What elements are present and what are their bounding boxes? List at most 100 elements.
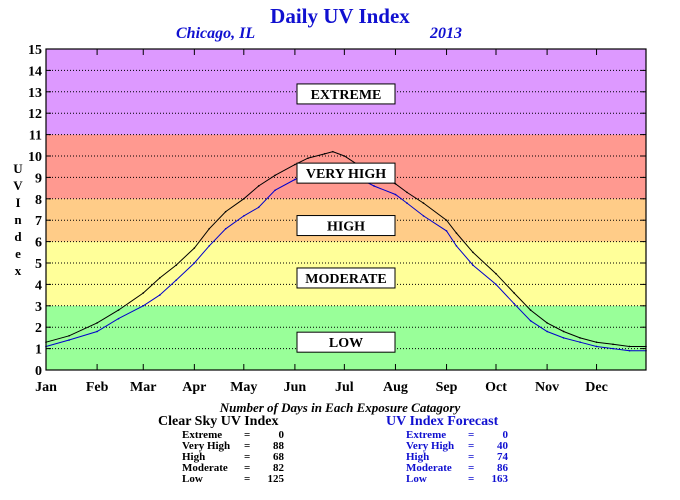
y-tick-label: 2 (35, 321, 42, 336)
clear-sky-row-equals: = (244, 429, 251, 441)
data-point (472, 251, 474, 254)
clear-sky-rows: Extreme = 0 Very High = 88 High = 68 Moderate = 82 L… (182, 430, 284, 485)
data-point (529, 319, 532, 322)
forecast-rows: Extreme = 0 Very High = 40 High = 74 Moderate = 86 L… (406, 430, 508, 485)
band-label-high: HIGH (327, 220, 365, 235)
data-point (373, 185, 375, 187)
clear-sky-row: Moderate = 82 (182, 463, 284, 474)
data-point (243, 198, 245, 200)
summary-caption: Number of Days in Each Exposure Catagory (219, 400, 461, 415)
data-point (343, 155, 346, 157)
forecast-row: Low = 163 (406, 474, 508, 485)
forecast-row-equals: = (468, 462, 475, 474)
forecast-row-equals: = (468, 440, 475, 452)
clear-sky-row-label: Very High (182, 440, 231, 452)
data-point (158, 277, 161, 279)
forecast-title: UV Index Forecast (386, 414, 499, 429)
series-line-clear-sky (45, 151, 646, 347)
data-point (445, 219, 448, 221)
data-point (257, 206, 260, 209)
clear-sky-row-equals: = (244, 473, 251, 485)
clear-sky-row-equals: = (244, 440, 251, 452)
x-tick-label: Nov (535, 380, 559, 395)
data-point (142, 292, 145, 294)
clear-sky-row-label: Moderate (182, 462, 228, 474)
clear-sky-row-value: 82 (273, 462, 284, 474)
clear-sky-row-value: 68 (273, 451, 284, 463)
chart-year: 2013 (430, 25, 462, 42)
data-point (445, 230, 448, 232)
data-point (274, 174, 276, 177)
data-point (422, 215, 425, 217)
data-point (628, 345, 631, 348)
data-point (546, 322, 548, 324)
data-point (406, 202, 408, 204)
y-tick-label: 8 (35, 193, 42, 208)
clear-sky-panel: Clear Sky UV Index Extreme = 0 Very High = 88… (158, 414, 284, 485)
data-point (455, 232, 458, 234)
y-tick-label: 10 (28, 150, 42, 165)
x-tick-label: May (230, 380, 257, 395)
data-point (68, 334, 70, 337)
data-point (175, 264, 178, 266)
clear-sky-row-label: Extreme (182, 429, 223, 441)
y-tick-label: 15 (28, 43, 42, 58)
y-tick-label: 5 (35, 257, 42, 272)
forecast-row-label: High (406, 451, 430, 463)
data-point (307, 157, 309, 159)
forecast-row: Moderate = 86 (406, 463, 508, 474)
y-tick-label: 0 (35, 364, 42, 379)
data-point (612, 347, 614, 350)
forecast-row-label: Moderate (406, 462, 452, 474)
band-label-low: LOW (329, 336, 363, 351)
x-tick-label: Feb (86, 380, 109, 395)
x-tick-label: Jun (284, 380, 307, 395)
data-point (274, 189, 276, 192)
forecast-row-value: 40 (497, 440, 508, 452)
data-point (562, 337, 565, 339)
y-tick-label: 1 (35, 343, 42, 358)
data-point (294, 163, 296, 166)
y-tick-label: 13 (28, 86, 42, 101)
data-point (193, 247, 196, 249)
y-tick-label: 9 (35, 171, 42, 186)
data-point (595, 345, 598, 348)
data-point (224, 227, 227, 230)
data-point (142, 305, 145, 307)
data-point (628, 349, 631, 352)
data-point (257, 185, 260, 187)
forecast-row-equals: = (468, 429, 475, 441)
clear-sky-row: High = 68 (182, 452, 284, 463)
data-point (472, 264, 474, 266)
clear-sky-title: Clear Sky UV Index (158, 414, 279, 429)
data-point (323, 153, 326, 155)
x-tick-label: Aug (383, 380, 408, 395)
data-point (562, 330, 565, 333)
forecast-row-value: 86 (497, 462, 508, 474)
data-point (394, 193, 397, 196)
band-label-box (296, 83, 396, 105)
data-point (546, 330, 548, 333)
forecast-row-value: 74 (497, 451, 508, 463)
data-point (208, 245, 210, 247)
clear-sky-row: Extreme = 0 (182, 430, 284, 441)
band-label-extreme: EXTREME (311, 88, 382, 103)
x-tick-label: Jul (335, 380, 354, 395)
x-tick-label: Mar (130, 380, 156, 395)
data-point (96, 322, 98, 324)
clear-sky-row: Low = 125 (182, 474, 284, 485)
data-point (579, 337, 581, 339)
y-tick-label: 7 (35, 214, 42, 229)
forecast-row: High = 74 (406, 452, 508, 463)
clear-sky-row-equals: = (244, 462, 251, 474)
data-point (117, 317, 120, 320)
x-tick-label: Dec (585, 380, 608, 395)
data-point (612, 343, 614, 346)
y-axis-label: U V I n d e x (13, 161, 23, 278)
data-point (117, 309, 120, 311)
band-label-box (296, 215, 396, 237)
clear-sky-row-value: 0 (278, 429, 285, 441)
forecast-panel: UV Index Forecast Extreme = 0 Very High = 40 H… (386, 414, 508, 485)
data-point (513, 302, 515, 305)
